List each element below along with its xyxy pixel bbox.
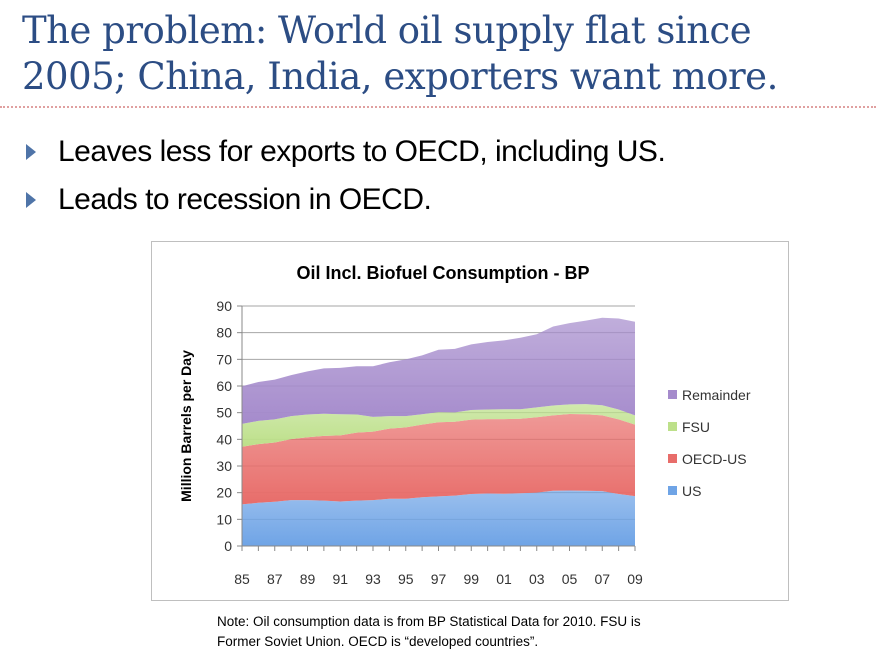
y-tick-label: 80 — [216, 325, 232, 341]
chart-frame — [151, 241, 789, 601]
slide-title-line-2: 2005; China, India, exporters want more. — [22, 55, 778, 98]
y-axis-label: Million Barrels per Day — [178, 350, 194, 502]
area-remainder — [242, 317, 635, 424]
triangle-bullet-icon — [26, 144, 36, 160]
x-tick-label: 85 — [234, 571, 250, 587]
x-tick-label: 99 — [463, 571, 479, 587]
x-tick-label: 07 — [594, 571, 610, 587]
legend-swatch — [668, 422, 677, 431]
x-tick-label: 03 — [529, 571, 545, 587]
bullet-item: Leaves less for exports to OECD, includi… — [22, 128, 666, 176]
bullet-text: Leaves less for exports to OECD, includi… — [58, 135, 666, 168]
x-tick-label: 93 — [365, 571, 381, 587]
y-tick-label: 90 — [216, 298, 232, 314]
legend-swatch — [668, 486, 677, 495]
y-tick-label: 0 — [224, 538, 232, 554]
legend-swatch — [668, 454, 677, 463]
x-tick-label: 89 — [300, 571, 316, 587]
area-oecd-us — [242, 414, 635, 505]
bullet-text: Leads to recession in OECD. — [58, 183, 432, 216]
note-line-2: Former Soviet Union. OECD is “developed … — [217, 634, 539, 649]
title-divider — [0, 106, 876, 108]
note-line-1: Note: Oil consumption data is from BP St… — [217, 614, 641, 629]
y-tick-label: 50 — [216, 405, 232, 421]
chart-note: Note: Oil consumption data is from BP St… — [217, 612, 737, 652]
slide-title-line-1: The problem: World oil supply flat since — [22, 9, 752, 52]
y-tick-label: 30 — [216, 458, 232, 474]
area-fsu — [242, 404, 635, 447]
y-tick-label: 40 — [216, 431, 232, 447]
x-tick-label: 91 — [332, 571, 348, 587]
y-tick-label: 70 — [216, 351, 232, 367]
x-tick-label: 09 — [627, 571, 643, 587]
x-tick-label: 87 — [267, 571, 283, 587]
triangle-bullet-icon — [26, 192, 36, 208]
legend-swatch — [668, 390, 677, 399]
y-tick-label: 20 — [216, 485, 232, 501]
bullet-item: Leads to recession in OECD. — [22, 176, 665, 224]
x-tick-label: 01 — [496, 571, 512, 587]
y-tick-label: 10 — [216, 511, 232, 527]
legend-label: US — [682, 483, 701, 499]
x-tick-label: 95 — [398, 571, 414, 587]
slide-title: The problem: World oil supply flat since… — [22, 8, 872, 100]
x-tick-label: 97 — [431, 571, 447, 587]
legend-label: Remainder — [682, 387, 751, 403]
area-us — [242, 490, 635, 546]
y-tick-label: 60 — [216, 378, 232, 394]
chart-title: Oil Incl. Biofuel Consumption - BP — [297, 263, 590, 283]
legend-label: FSU — [682, 419, 710, 435]
bullet-list: Leaves less for exports to OECD, includi… — [22, 128, 666, 224]
legend-label: OECD-US — [682, 451, 747, 467]
x-tick-label: 05 — [562, 571, 578, 587]
